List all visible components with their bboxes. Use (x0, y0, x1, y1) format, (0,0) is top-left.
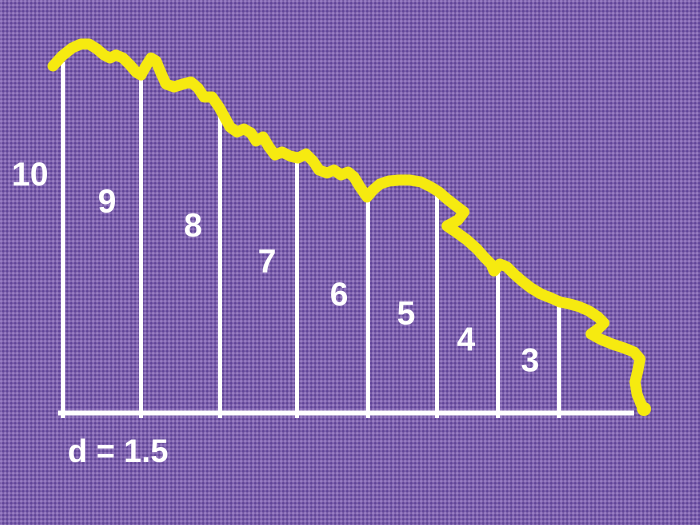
hand-drawn-curve (47, 38, 650, 415)
ordinate-value-label-10: 10 (11, 155, 49, 193)
strip-label-5: 5 (396, 294, 416, 332)
strip-label-4: 4 (456, 320, 476, 358)
strip-label-8: 8 (183, 206, 203, 244)
strip-label-9: 9 (97, 182, 117, 220)
strip-label-7: 7 (257, 242, 277, 280)
curve-end-blob (637, 402, 651, 416)
strip-width-label: d = 1.5 (67, 433, 169, 469)
strip-label-3: 3 (520, 341, 540, 379)
strip-label-6: 6 (329, 275, 349, 313)
